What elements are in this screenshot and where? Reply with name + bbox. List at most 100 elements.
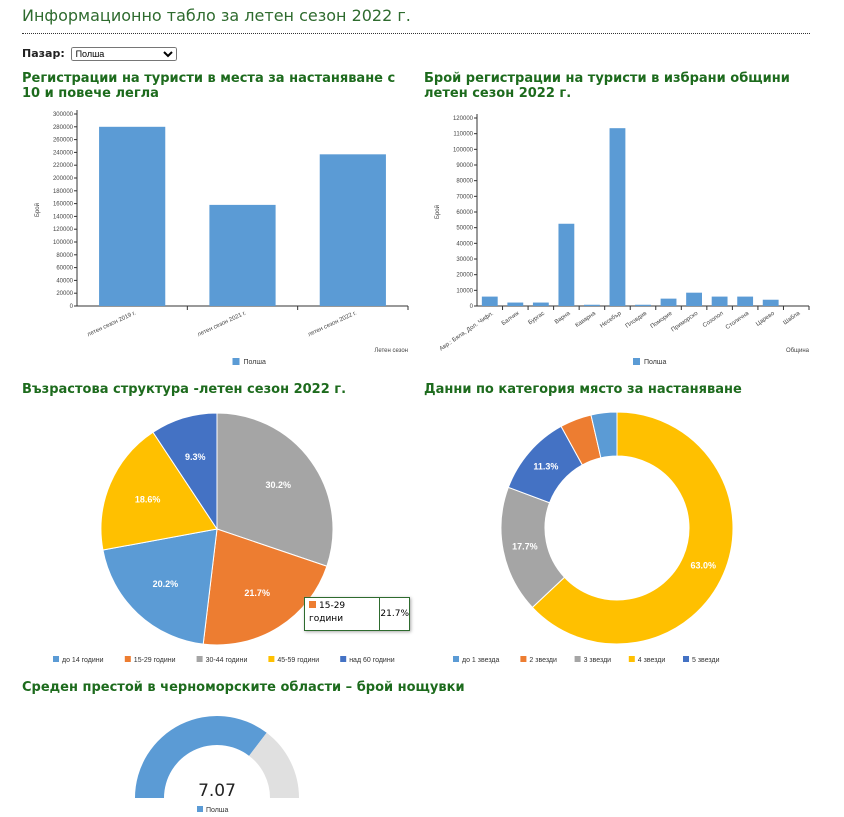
x-axis-title: Община	[786, 348, 810, 354]
x-tick-label: Варна	[554, 310, 572, 325]
y-tick-label: 80000	[456, 179, 473, 185]
chart1-title: Регистрации на туристи в места за настан…	[22, 71, 396, 101]
y-tick-label: 300000	[53, 112, 74, 118]
bar	[558, 223, 575, 306]
pie-slice	[202, 528, 328, 646]
legend-label: 5 звезди	[692, 657, 720, 664]
x-tick-label: Созопол	[702, 310, 725, 329]
slice-label: 11.3%	[533, 462, 558, 472]
x-tick-label: летен сезон 2022 г.	[307, 310, 358, 338]
legend-label: 3 звезди	[584, 657, 612, 664]
market-filter: Пазар: Полша	[22, 47, 177, 61]
x-tick-label: Пловдив	[625, 311, 648, 330]
y-tick-label: 260000	[53, 138, 74, 144]
gauge-value-arc	[135, 716, 267, 798]
pie-slice	[216, 412, 334, 567]
slice-label: 20.2%	[153, 579, 179, 589]
y-tick-label: 40000	[456, 241, 473, 247]
pie-slice	[102, 528, 218, 645]
bar	[99, 126, 166, 306]
bar	[532, 302, 549, 306]
y-tick-label: 80000	[56, 253, 73, 259]
legend-swatch	[453, 656, 459, 662]
bar	[762, 299, 779, 306]
legend-swatch	[268, 656, 275, 662]
chart5-title: Среден престой в черноморските области –…	[22, 680, 465, 695]
legend-label: до 1 звезда	[462, 657, 499, 664]
y-tick-label: 60000	[456, 210, 473, 216]
y-tick-label: 30000	[456, 257, 473, 263]
x-tick-label: Царево	[755, 310, 776, 327]
x-axis-title: Летен сезон	[374, 348, 408, 354]
y-tick-label: 10000	[456, 288, 473, 294]
bar	[660, 298, 677, 306]
legend-label: до 14 години	[62, 657, 104, 664]
y-tick-label: 90000	[456, 163, 473, 169]
x-tick-label: Балчик	[501, 311, 521, 327]
bar	[737, 296, 754, 306]
bar	[609, 128, 626, 306]
bar	[507, 302, 524, 306]
slice-label: 18.6%	[135, 494, 161, 504]
y-tick-label: 20000	[456, 273, 473, 279]
legend-label: 4 звезди	[638, 657, 666, 664]
gauge-value: 7.07	[198, 781, 236, 801]
legend-swatch	[196, 656, 203, 662]
pie-slice	[531, 411, 734, 645]
y-tick-label: 50000	[456, 226, 473, 232]
tooltip-label: 15-29 години	[309, 601, 346, 624]
y-tick-label: 180000	[53, 189, 74, 195]
pie-slice	[590, 411, 618, 459]
legend-swatch	[683, 656, 689, 662]
bar	[481, 296, 498, 306]
legend-swatch	[628, 656, 635, 662]
tooltip-value: 21.7%	[380, 609, 409, 619]
pie-slice	[152, 412, 218, 531]
x-tick-label: Бургас	[527, 311, 546, 327]
legend-label: Полша	[644, 359, 666, 366]
tooltip-swatch	[309, 601, 316, 608]
y-tick-label: 120000	[453, 116, 474, 122]
page-title: Информационно табло за летен сезон 2022 …	[22, 6, 411, 25]
divider	[22, 33, 810, 34]
gauge-remaining-arc	[249, 732, 299, 798]
bar	[209, 204, 276, 306]
legend-label: над 60 години	[349, 657, 395, 664]
legend-swatch	[53, 656, 59, 662]
y-tick-label: 100000	[453, 147, 474, 153]
slice-label: 9.3%	[185, 452, 206, 462]
slice-label: 63.0%	[691, 560, 717, 570]
pie-slice	[100, 431, 218, 551]
x-tick-label: Приморско	[671, 310, 700, 333]
slice-label: 30.2%	[266, 480, 292, 490]
x-tick-label: Столична	[725, 310, 751, 331]
legend-label: 30-44 години	[206, 657, 248, 664]
legend-label: Полша	[206, 807, 228, 814]
pie-tooltip: 15-29 години 21.7%	[304, 597, 410, 631]
y-tick-label: 40000	[56, 278, 73, 284]
legend-swatch	[197, 806, 203, 812]
y-tick-label: 280000	[53, 125, 74, 131]
x-tick-label: летен сезон 2019 г.	[86, 310, 137, 338]
x-tick-label: Поморие	[650, 310, 675, 330]
legend-swatch	[520, 656, 527, 662]
market-label: Пазар:	[22, 47, 65, 60]
x-tick-label: летен сезон 2021 г.	[197, 310, 248, 338]
y-tick-label: 160000	[53, 202, 74, 208]
y-tick-label: 20000	[56, 291, 73, 297]
x-tick-label: Авр.: Бяла, Дол. Чифл.	[439, 311, 495, 353]
market-select[interactable]: Полша	[70, 47, 177, 61]
slice-label: 21.7%	[244, 588, 270, 598]
bar	[686, 292, 702, 306]
bar	[319, 154, 386, 306]
chart3-title: Възрастова структура -летен сезон 2022 г…	[22, 382, 347, 397]
y-tick-label: 0	[470, 304, 474, 310]
legend-label: Полша	[244, 359, 266, 366]
bar	[584, 304, 600, 306]
chart4-title: Данни по категория място за настаняване	[424, 382, 742, 397]
y-axis-title: Брой	[34, 203, 41, 217]
y-tick-label: 220000	[53, 163, 74, 169]
y-tick-label: 240000	[53, 150, 74, 156]
legend-swatch	[574, 656, 581, 662]
y-tick-label: 70000	[456, 194, 473, 200]
